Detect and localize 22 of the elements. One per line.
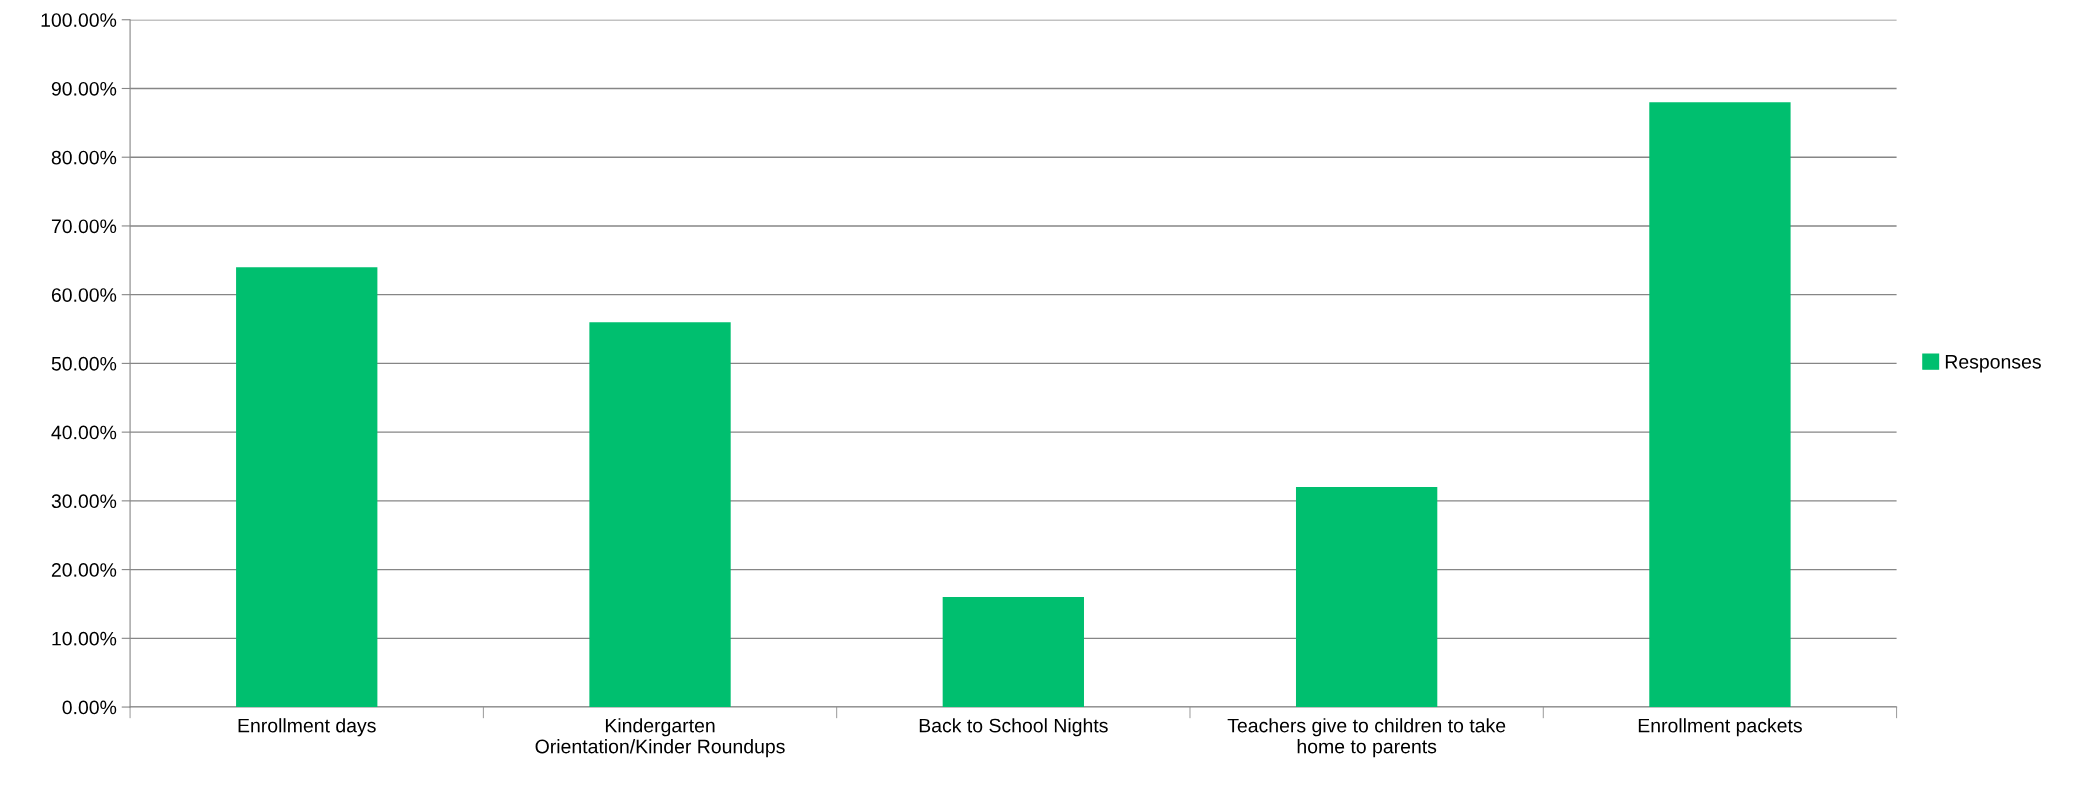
y-tick-label: 100.00% [41,13,117,27]
x-tick-label: Enrollment packets [1638,718,1802,737]
bar [1649,102,1791,708]
x-tick-label: Back to School Nights [919,718,1108,737]
y-tick-label: 0.00% [62,700,117,715]
x-tick-label: Teachers give to children to take home to parents [1227,718,1506,758]
bar [942,597,1084,708]
y-tick-label: 80.00% [51,150,117,165]
bar [236,267,378,708]
y-tick-label: 40.00% [51,425,117,440]
y-tick-label: 20.00% [51,563,117,577]
x-tick-label: Enrollment days [238,718,376,737]
bar [589,322,731,708]
y-tick-label: 50.00% [51,356,117,371]
y-tick-label: 30.00% [51,494,117,509]
bar [1295,487,1438,708]
y-tick-label: 60.00% [51,288,117,302]
legend-label: Responses [1945,355,2041,373]
x-tick-label: Kindergarten Orientation/Kinder Roundups [535,718,785,758]
y-tick-label: 10.00% [52,631,117,646]
y-tick-label: 70.00% [51,219,117,234]
y-tick-label: 90.00% [51,81,117,96]
